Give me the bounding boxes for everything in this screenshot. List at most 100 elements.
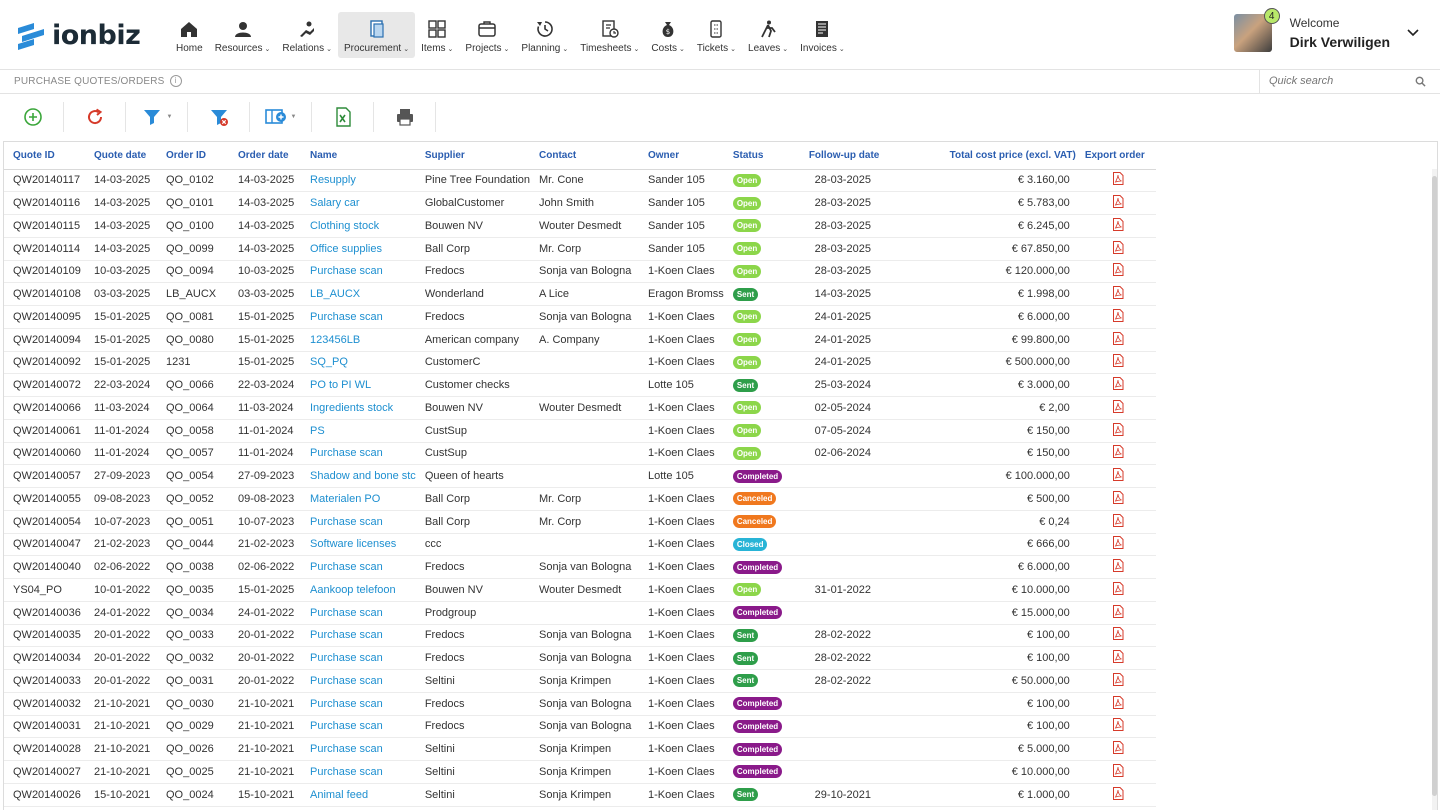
pdf-icon[interactable] <box>1112 172 1124 186</box>
nav-invoices[interactable]: Invoices ⌄ <box>794 12 851 58</box>
table-row[interactable]: QW20140027 21-10-2021 QO_0025 21-10-2021 Pur… <box>4 760 1156 784</box>
notification-badge[interactable]: 4 <box>1263 8 1280 24</box>
pdf-icon[interactable] <box>1112 331 1124 345</box>
table-row[interactable]: QW20140033 20-01-2022 QO_0031 20-01-2022 Pur… <box>4 669 1156 693</box>
pdf-icon[interactable] <box>1112 263 1124 277</box>
order-name-link[interactable]: Purchase scan <box>301 646 416 670</box>
scrollbar-thumb[interactable] <box>1432 176 1437 796</box>
order-name-link[interactable]: Purchase scan <box>301 760 416 784</box>
table-row[interactable]: QW20140061 11-01-2024 QO_0058 11-01-2024 PS C… <box>4 419 1156 443</box>
nav-home[interactable]: Home <box>170 12 209 58</box>
table-row[interactable]: QW20140092 15-01-2025 1231 15-01-2025 SQ_PQ C… <box>4 351 1156 375</box>
pdf-icon[interactable] <box>1112 286 1124 300</box>
order-name-link[interactable]: Purchase scan <box>301 715 416 739</box>
column-header[interactable]: Order ID <box>157 142 229 170</box>
pdf-icon[interactable] <box>1112 536 1124 550</box>
clear-filter-button[interactable] <box>188 102 250 132</box>
column-header[interactable]: Status <box>723 142 800 170</box>
order-name-link[interactable]: Purchase scan <box>301 624 416 648</box>
pdf-icon[interactable] <box>1112 354 1124 368</box>
table-row[interactable]: QW20140114 14-03-2025 QO_0099 14-03-2025 Off… <box>4 237 1156 261</box>
print-button[interactable] <box>374 102 436 132</box>
table-row[interactable]: QW20140026 15-10-2021 QO_0024 15-10-2021 Ani… <box>4 783 1156 807</box>
pdf-icon[interactable] <box>1112 741 1124 755</box>
pdf-icon[interactable] <box>1112 650 1124 664</box>
info-icon[interactable]: i <box>169 75 182 87</box>
pdf-icon[interactable] <box>1112 422 1124 436</box>
table-row[interactable]: QW20140036 24-01-2022 QO_0034 24-01-2022 Pur… <box>4 601 1156 625</box>
export-excel-button[interactable] <box>312 102 374 132</box>
pdf-icon[interactable] <box>1112 377 1124 391</box>
order-name-link[interactable]: SQ_PQ <box>301 351 416 375</box>
column-header[interactable]: Quote date <box>85 142 157 170</box>
table-row[interactable]: QW20140116 14-03-2025 QO_0101 14-03-2025 Sal… <box>4 191 1156 215</box>
nav-costs[interactable]: $ Costs ⌄ <box>645 12 690 58</box>
column-header[interactable]: Order date <box>229 142 301 170</box>
order-name-link[interactable]: Resupply <box>301 169 416 193</box>
order-name-link[interactable]: Purchase scan <box>301 442 416 466</box>
order-name-link[interactable]: PO to PI WL <box>301 373 416 397</box>
column-header[interactable]: Total cost price (excl. VAT) <box>885 142 1076 170</box>
column-header[interactable]: Export order <box>1075 142 1156 170</box>
column-header[interactable]: Owner <box>639 142 724 170</box>
pdf-icon[interactable] <box>1112 399 1124 413</box>
nav-resources[interactable]: Resources ⌄ <box>209 12 277 58</box>
order-name-link[interactable]: PS <box>301 419 416 443</box>
pdf-icon[interactable] <box>1112 490 1124 504</box>
table-row[interactable]: QW20140060 11-01-2024 QO_0057 11-01-2024 Pur… <box>4 442 1156 466</box>
nav-items[interactable]: Items ⌄ <box>415 12 459 58</box>
nav-tickets[interactable]: Tickets ⌄ <box>691 12 742 58</box>
order-name-link[interactable]: Software licenses <box>301 533 416 557</box>
order-name-link[interactable]: Purchase scan <box>301 692 416 716</box>
table-row[interactable]: QW20140031 21-10-2021 QO_0029 21-10-2021 Pur… <box>4 715 1156 739</box>
nav-procurement[interactable]: Procurement ⌄ <box>337 12 416 58</box>
order-name-link[interactable]: Salary car <box>301 191 416 215</box>
table-row[interactable]: QW20140034 20-01-2022 QO_0032 20-01-2022 Pur… <box>4 646 1156 670</box>
nav-timesheets[interactable]: Timesheets ⌄ <box>574 12 645 58</box>
order-name-link[interactable]: Purchase scan <box>301 260 416 284</box>
table-row[interactable]: QW20140117 14-03-2025 QO_0102 14-03-2025 Res… <box>4 169 1156 193</box>
chevron-down-icon[interactable] <box>1406 26 1420 40</box>
table-row[interactable]: QW20140115 14-03-2025 QO_0100 14-03-2025 Clo… <box>4 214 1156 238</box>
order-name-link[interactable]: Aankoop telefoon <box>301 578 416 602</box>
table-row[interactable]: QW20140095 15-01-2025 QO_0081 15-01-2025 Pur… <box>4 305 1156 329</box>
nav-leaves[interactable]: Leaves ⌄ <box>742 12 794 58</box>
avatar[interactable]: 4 <box>1233 8 1280 52</box>
table-row[interactable]: QW20140040 02-06-2022 QO_0038 02-06-2022 Pur… <box>4 555 1156 579</box>
order-name-link[interactable]: Materialen PO <box>301 487 416 511</box>
order-name-link[interactable]: Purchase scan <box>301 669 416 693</box>
table-row[interactable]: QW20140057 27-09-2023 QO_0054 27-09-2023 Sha… <box>4 464 1156 488</box>
order-name-link[interactable]: Purchase scan <box>301 305 416 329</box>
table-row[interactable]: YS04_PO 10-01-2022 QO_0035 15-01-2025 Aankoo… <box>4 578 1156 602</box>
order-name-link[interactable]: LB_AUCX <box>301 282 416 306</box>
table-row[interactable]: QW20140047 21-02-2023 QO_0044 21-02-2023 Sof… <box>4 533 1156 557</box>
pdf-icon[interactable] <box>1112 581 1124 595</box>
pdf-icon[interactable] <box>1112 195 1124 209</box>
pdf-icon[interactable] <box>1112 627 1124 641</box>
order-name-link[interactable]: Office supplies <box>301 237 416 261</box>
table-row[interactable]: QW20140109 10-03-2025 QO_0094 10-03-2025 Pur… <box>4 260 1156 284</box>
filter-button[interactable]: ▼ <box>126 102 188 132</box>
order-name-link[interactable]: Animal feed <box>301 783 416 807</box>
table-row[interactable]: QW20140035 20-01-2022 QO_0033 20-01-2022 Pur… <box>4 624 1156 648</box>
pdf-icon[interactable] <box>1112 763 1124 777</box>
table-row[interactable]: QW20140094 15-01-2025 QO_0080 15-01-2025 123… <box>4 328 1156 352</box>
nav-projects[interactable]: Projects ⌄ <box>459 12 515 58</box>
column-header[interactable]: Contact <box>530 142 639 170</box>
pdf-icon[interactable] <box>1112 672 1124 686</box>
order-name-link[interactable]: Ingredients stock <box>301 396 416 420</box>
add-button[interactable] <box>2 102 64 132</box>
column-header[interactable]: Supplier <box>415 142 530 170</box>
table-row[interactable]: QW20140032 21-10-2021 QO_0030 21-10-2021 Pur… <box>4 692 1156 716</box>
order-name-link[interactable]: 123456LB <box>301 328 416 352</box>
search-icon[interactable] <box>1415 76 1426 87</box>
pdf-icon[interactable] <box>1112 559 1124 573</box>
pdf-icon[interactable] <box>1112 513 1124 527</box>
nav-relations[interactable]: Relations ⌄ <box>276 12 338 58</box>
pdf-icon[interactable] <box>1112 308 1124 322</box>
columns-button[interactable]: ▼ <box>250 102 312 132</box>
pdf-icon[interactable] <box>1112 217 1124 231</box>
table-row[interactable]: QW20140028 21-10-2021 QO_0026 21-10-2021 Pur… <box>4 737 1156 761</box>
pdf-icon[interactable] <box>1112 468 1124 482</box>
nav-planning[interactable]: Planning ⌄ <box>515 12 574 58</box>
